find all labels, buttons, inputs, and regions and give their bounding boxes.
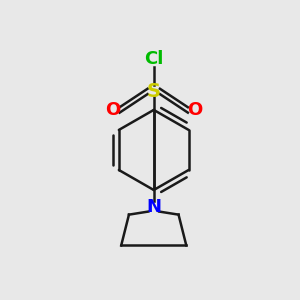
Text: N: N	[146, 198, 161, 216]
Text: O: O	[105, 101, 120, 119]
Text: Cl: Cl	[144, 50, 164, 68]
Text: S: S	[147, 82, 161, 101]
Text: O: O	[187, 101, 202, 119]
